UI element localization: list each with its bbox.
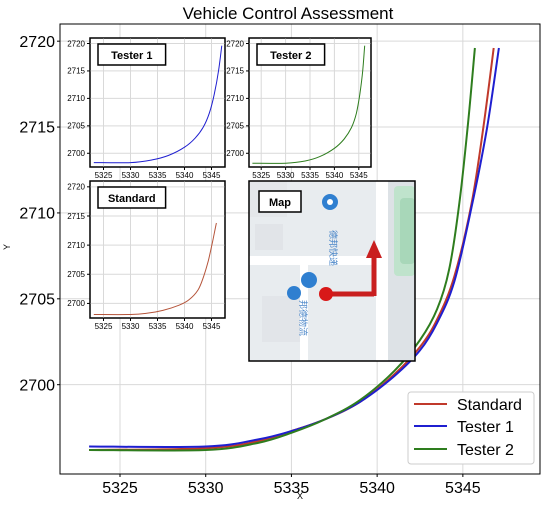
plot-area [59,23,541,475]
series-line-tester-1 [93,45,223,164]
x-tick-label: 5340 [176,322,194,331]
main-plot: 5325 5330 5335 5340 5345 2700 2705 2710 2715 2720 [19,23,541,497]
start-marker-icon [319,287,333,301]
y-tick-label: 2715 [19,120,55,137]
x-tick-label: 5335 [274,480,310,497]
map-block [255,224,283,250]
x-tick-label: 5340 [176,171,194,180]
x-tick-label: 5335 [301,171,319,180]
y-tick-label: 2700 [226,149,244,158]
y-tick-label: 2700 [67,149,85,158]
chart-title: Vehicle Control Assessment [183,4,394,23]
x-tick-label: 5345 [350,171,368,180]
series-line-standard [93,222,217,316]
map-road [249,256,375,265]
inset-standard: 5325 5330 5335 5340 5345 2700 2705 2710 2715 2720… [67,180,226,331]
y-tick-label: 2710 [226,94,244,103]
legend-label-tester-1: Tester 1 [457,419,514,436]
y-tick-label: 2720 [19,34,55,51]
x-tick-label: 5335 [149,171,167,180]
map-pin-icon [287,286,301,300]
x-tick-label: 5340 [326,171,344,180]
inset-label: Tester 2 [270,50,311,62]
x-tick-label: 5345 [445,480,481,497]
x-tick-label: 5325 [95,171,113,180]
inset-label: Standard [108,193,156,205]
y-tick-label: 2705 [19,291,55,308]
x-tick-label: 5325 [95,322,113,331]
y-axis-label: Y [2,244,12,250]
y-tick-label: 2710 [67,241,85,250]
y-tick-label: 2700 [67,299,85,308]
map-place-label: 德邦快递 [328,230,339,266]
y-tick-label: 2705 [67,270,85,279]
series-line-tester-2 [252,45,366,164]
legend-label-tester-2: Tester 2 [457,442,514,459]
x-tick-label: 5345 [203,322,221,331]
map-road [376,181,388,361]
series-line-tester-2 [89,47,476,452]
map-green-area [400,198,415,264]
x-tick-label: 5325 [102,480,138,497]
y-tick-label: 2710 [19,206,55,223]
y-tick-label: 2720 [226,39,244,48]
map-pin-icon [301,272,317,288]
map-block [262,296,300,342]
y-tick-label: 2720 [67,183,85,192]
y-tick-label: 2705 [67,122,85,131]
x-tick-label: 5330 [122,171,140,180]
y-tick-label: 2710 [67,94,85,103]
x-tick-label: 5330 [277,171,295,180]
map-label: Map [269,197,291,209]
y-tick-label: 2720 [67,39,85,48]
x-tick-label: 5335 [149,322,167,331]
inset-tester-1: 5325 5330 5335 5340 5345 2700 2705 2710 2715 2720… [67,37,226,180]
x-tick-label: 5340 [359,480,395,497]
y-tick-label: 2705 [226,122,244,131]
inset-label: Tester 1 [111,50,152,62]
map-pin-icon-dot [327,199,333,205]
y-tick-label: 2715 [226,67,244,76]
map-place-label: 邦德物流 [298,300,309,336]
y-tick-label: 2700 [19,377,55,394]
map-road [300,265,308,361]
x-tick-label: 5325 [252,171,270,180]
map-inset: 德邦快递 邦德物流 Map [248,180,416,362]
y-tick-label: 2715 [67,67,85,76]
x-tick-label: 5330 [188,480,224,497]
series-line-tester-1 [89,47,500,449]
x-tick-label: 5345 [203,171,221,180]
legend-label-standard: Standard [457,397,522,414]
x-tick-label: 5330 [122,322,140,331]
arrow-up-icon [366,240,382,258]
inset-tester-2: 5325 5330 5335 5340 5345 2700 2705 2710 2715 2720… [226,37,372,180]
x-axis-label: X [297,491,303,501]
legend: Standard Tester 1 Tester 2 [407,391,535,465]
y-tick-label: 2715 [67,212,85,221]
